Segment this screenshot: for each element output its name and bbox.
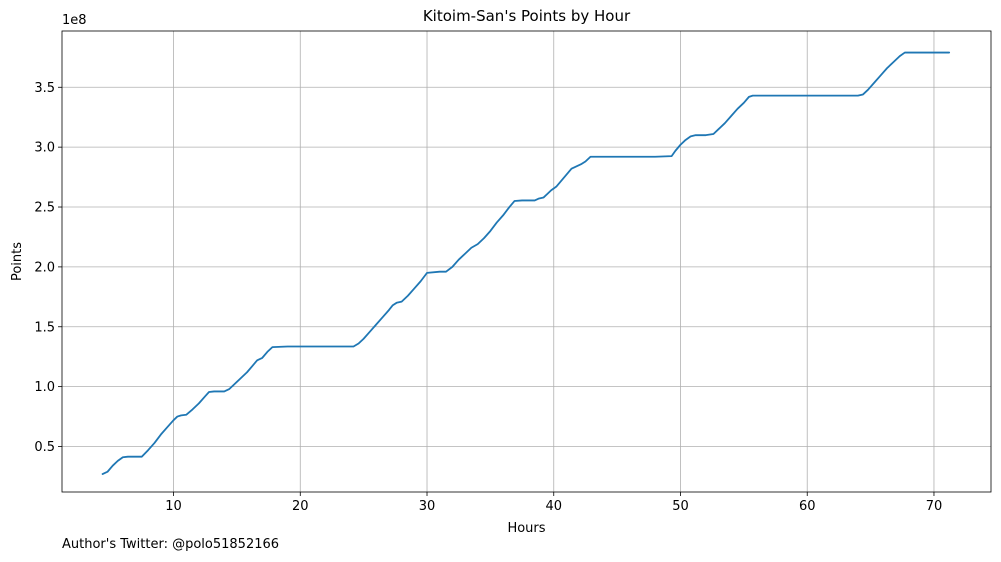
y-axis-label: Points [10,242,25,281]
x-tick-label: 50 [672,499,689,514]
x-tick-label: 20 [292,499,309,514]
plot-frame [61,30,992,493]
axis-ticks: 10 20 30 40 50 60 70 0.5 1.0 1.5 2.0 2.5 3.0 3.5 [34,81,942,514]
y-tick-label: 2.5 [34,201,55,216]
y-tick-label: 1.0 [34,380,55,395]
y-tick-label: 3.0 [34,141,55,156]
grid [62,31,991,492]
y-tick-label: 2.0 [34,260,55,275]
series-line [101,51,951,475]
x-tick-label: 40 [545,499,562,514]
x-tick-label: 70 [926,499,943,514]
x-tick-label: 30 [419,499,436,514]
y-tick-label: 0.5 [34,440,55,455]
y-axis-offset-label: 1e8 [62,13,87,28]
y-tick-label: 1.5 [34,320,55,335]
x-tick-label: 10 [165,499,182,514]
x-axis-label: Hours [507,521,545,536]
author-footnote: Author's Twitter: @polo51852166 [62,537,280,552]
chart-title: Kitoim-San's Points by Hour [423,7,631,25]
y-tick-label: 3.5 [34,81,55,96]
x-tick-label: 60 [799,499,816,514]
